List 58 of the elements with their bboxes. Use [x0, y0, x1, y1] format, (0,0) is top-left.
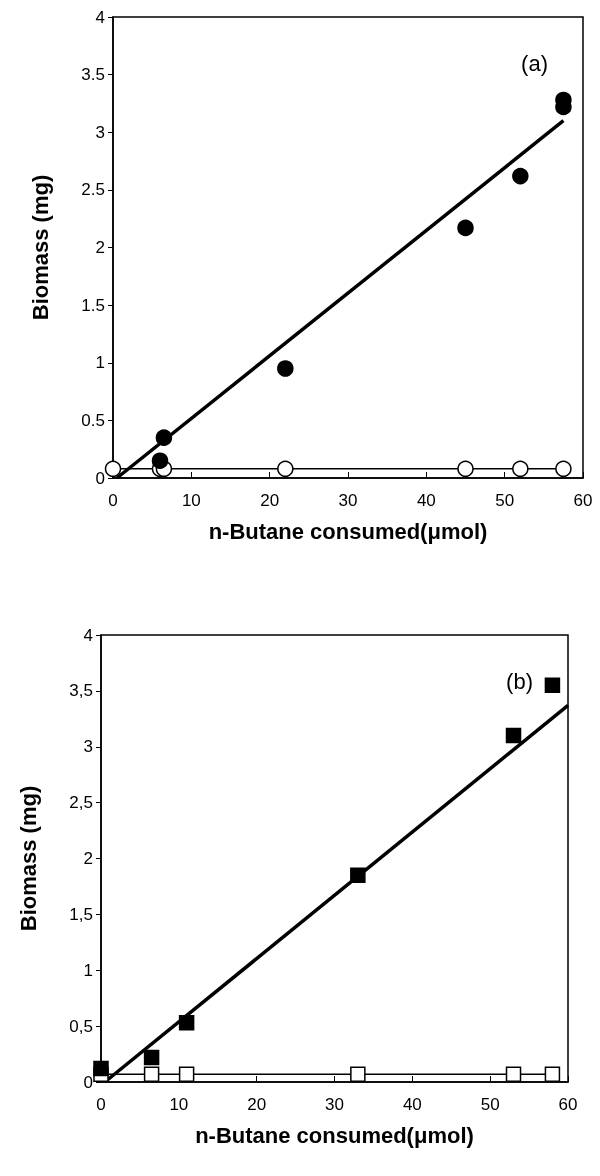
point	[178, 1015, 195, 1031]
x-axis-title: n-Butane consumed(μmol)	[195, 1122, 474, 1148]
x-tick-label: 0	[108, 491, 118, 510]
y-tick-label: 2.5	[81, 180, 105, 200]
y-tick-label: 3,5	[69, 681, 93, 701]
y-tick-label: 0,5	[69, 1016, 93, 1036]
y-tick-label: 1,5	[69, 904, 93, 924]
y-tick-label: 2,5	[69, 793, 93, 813]
point	[505, 727, 522, 744]
y-tick-label: 2	[83, 849, 93, 868]
x-tick-label: 40	[402, 1095, 422, 1114]
x-tick-label: 50	[495, 491, 515, 510]
y-tick-label: 1	[83, 960, 93, 980]
point	[350, 867, 366, 884]
y-tick-label: 0	[83, 1072, 93, 1092]
point	[457, 219, 474, 237]
point	[512, 460, 529, 478]
point	[104, 460, 122, 478]
y-tick-label: 3	[83, 737, 93, 757]
y-tick-label: 2	[95, 238, 105, 257]
x-tick-label: 10	[169, 1095, 189, 1114]
x-tick-label: 20	[247, 1095, 267, 1114]
point	[155, 429, 173, 446]
y-axis-title: Biomass (mg)	[15, 785, 41, 932]
y-axis-title: Biomass (mg)	[27, 174, 53, 321]
x-tick-label: 20	[260, 491, 280, 510]
y-tick-label: 1	[95, 353, 105, 373]
point	[277, 460, 294, 478]
annotation: (b)	[506, 668, 533, 694]
point	[512, 167, 529, 185]
point	[178, 1066, 195, 1082]
x-tick-label: 60	[573, 491, 593, 510]
point	[151, 452, 169, 469]
y-tick-label: 1.5	[81, 295, 105, 315]
point	[143, 1066, 160, 1082]
y-tick-label: 0	[95, 468, 105, 488]
x-tick-label: 30	[338, 491, 358, 510]
point	[143, 1049, 160, 1066]
y-tick-label: 3	[95, 122, 105, 142]
point	[93, 1060, 109, 1077]
point	[544, 677, 561, 694]
point	[457, 460, 474, 478]
y-tick-label: 4	[95, 7, 105, 27]
point	[555, 460, 572, 478]
x-tick-label: 30	[325, 1095, 344, 1114]
annotation: (a)	[521, 50, 548, 76]
x-tick-label: 10	[181, 491, 201, 510]
point	[544, 1066, 561, 1082]
y-tick-label: 4	[83, 625, 93, 645]
x-tick-label: 40	[416, 491, 436, 510]
x-tick-label: 50	[480, 1095, 500, 1114]
point	[350, 1066, 366, 1082]
point	[505, 1066, 522, 1082]
x-axis-title: n-Butane consumed(μmol)	[208, 518, 488, 544]
y-tick-label: 0.5	[81, 410, 105, 430]
y-tick-label: 3.5	[81, 65, 105, 85]
x-tick-label: 60	[558, 1095, 578, 1114]
point	[277, 360, 294, 377]
